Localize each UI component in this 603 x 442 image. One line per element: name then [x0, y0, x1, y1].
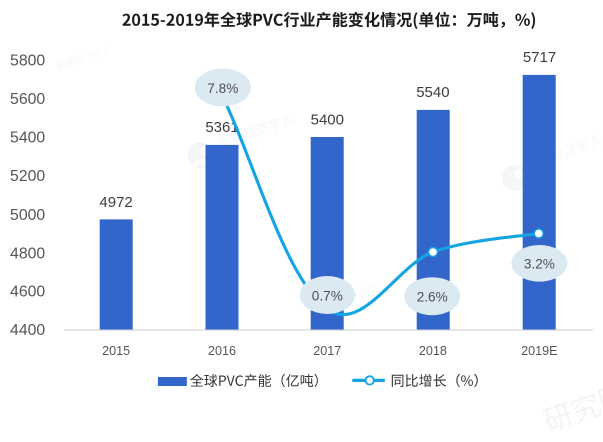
svg-text:3.2%: 3.2%	[524, 257, 555, 272]
svg-text:5717: 5717	[523, 49, 556, 66]
svg-text:7.8%: 7.8%	[207, 81, 238, 96]
svg-text:0.7%: 0.7%	[312, 288, 343, 303]
svg-text:5600: 5600	[10, 91, 45, 108]
svg-text:4600: 4600	[10, 284, 45, 301]
svg-text:2018: 2018	[419, 344, 447, 358]
svg-text:5200: 5200	[10, 168, 45, 185]
svg-text:2015: 2015	[102, 344, 130, 358]
svg-text:5361: 5361	[205, 119, 238, 136]
svg-text:2.6%: 2.6%	[417, 290, 448, 305]
svg-text:5000: 5000	[10, 207, 45, 224]
svg-text:5800: 5800	[10, 53, 45, 70]
svg-text:2017: 2017	[313, 344, 341, 358]
svg-text:5400: 5400	[311, 111, 344, 128]
svg-text:5540: 5540	[416, 84, 449, 101]
svg-text:2016: 2016	[208, 344, 236, 358]
svg-text:4400: 4400	[10, 322, 45, 339]
svg-text:4972: 4972	[99, 194, 132, 211]
svg-text:2019E: 2019E	[521, 344, 557, 358]
svg-text:5400: 5400	[10, 130, 45, 147]
svg-text:4800: 4800	[10, 245, 45, 262]
